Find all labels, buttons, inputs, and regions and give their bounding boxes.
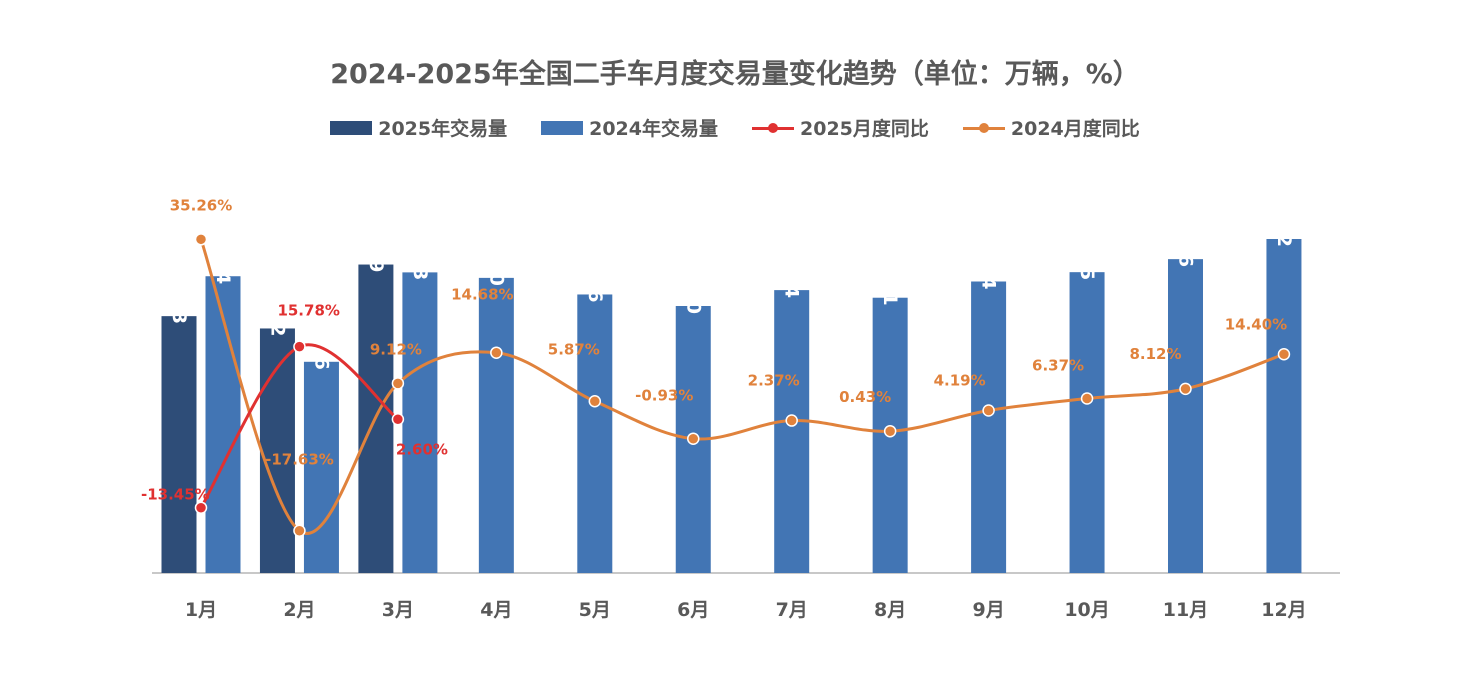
legend-label-2025-yoy: 2025月度同比 xyxy=(800,118,929,140)
point-2025-yoy xyxy=(391,413,405,426)
legend-item-2024-volume: 2024年交易量 xyxy=(541,114,718,141)
x-tick-label: 4月 xyxy=(480,599,512,621)
bar-2025 xyxy=(161,316,197,573)
point-2024-yoy xyxy=(687,432,700,445)
bar-2024-label: 156.61 xyxy=(879,232,901,305)
bar-2024 xyxy=(1069,272,1105,573)
legend-swatch-2025-yoy xyxy=(752,121,794,135)
legend-swatch-2024-volume xyxy=(541,120,584,135)
point-2024-yoy xyxy=(588,395,602,408)
legend-swatch-2025-volume xyxy=(330,120,373,135)
legend-item-2025-volume: 2025年交易量 xyxy=(330,114,507,141)
point-2024-yoy xyxy=(1277,348,1291,361)
bar-2024-label: 178.56 xyxy=(1175,194,1197,267)
legend-swatch-2024-yoy xyxy=(962,121,1005,135)
point-2024-yoy xyxy=(883,424,897,438)
chart-title: 2024-2025年全国二手车月度交易量变化趋势（单位：万辆，%） xyxy=(330,59,1140,90)
legend-label-2024-volume: 2024年交易量 xyxy=(589,118,718,140)
x-tick-label: 12月 xyxy=(1261,599,1306,621)
bar-2024 xyxy=(402,272,438,573)
legend-item-2025-yoy: 2025月度同比 xyxy=(752,114,929,141)
bar-2025-label: 175.49 xyxy=(365,199,387,272)
data-label-2024-yoy: 14.68% xyxy=(451,286,513,304)
data-label-2024-yoy: 6.37% xyxy=(1032,357,1084,375)
x-tick-label: 3月 xyxy=(382,599,414,621)
data-label-2024-yoy: 0.43% xyxy=(839,388,891,406)
bar-2024-label: 160.94 xyxy=(781,225,803,298)
data-label-2024-yoy: 8.12% xyxy=(1129,345,1181,363)
x-tick-label: 11月 xyxy=(1163,599,1208,621)
bar-2025-label: 146.13 xyxy=(168,251,190,324)
x-tick-label: 6月 xyxy=(677,599,709,621)
x-tick-label: 7月 xyxy=(776,599,808,621)
point-2024-yoy xyxy=(194,233,208,246)
bar-2024-label: 168.84 xyxy=(212,211,234,284)
x-tick-label: 9月 xyxy=(972,599,1004,621)
bar-2024 xyxy=(971,281,1007,573)
point-2024-yoy xyxy=(785,414,798,427)
data-label-2024-yoy: 5.87% xyxy=(548,340,600,358)
data-label-2024-yoy: -0.93% xyxy=(635,387,693,405)
bar-2024 xyxy=(577,294,613,573)
bar-2024-label: 190.02 xyxy=(1273,174,1295,247)
point-2024-yoy xyxy=(391,377,405,390)
legend-label-2025-volume: 2025年交易量 xyxy=(378,118,508,140)
point-2024-yoy xyxy=(982,404,995,417)
x-tick-label: 1月 xyxy=(185,599,217,621)
bar-2024-label: 165.84 xyxy=(978,216,1000,289)
bar-2024-label: 171.15 xyxy=(1076,207,1098,280)
bar-2024 xyxy=(478,277,514,573)
bar-2024-label: 158.46 xyxy=(584,229,606,302)
data-label-2024-yoy: 9.12% xyxy=(370,340,422,358)
bar-2024 xyxy=(1168,259,1203,573)
data-label-2025-yoy: 2.60% xyxy=(396,440,448,458)
point-2025-yoy xyxy=(293,340,306,353)
bar-2024 xyxy=(1266,239,1302,573)
point-2024-yoy xyxy=(1179,382,1192,396)
data-label-2024-yoy: 4.19% xyxy=(934,372,986,390)
legend: 2025年交易量 2024年交易量 2025月度同比 2024月度同比 xyxy=(0,114,1470,141)
point-2024-yoy xyxy=(490,346,503,359)
bar-2024 xyxy=(205,276,241,573)
data-label-2024-yoy: 35.26% xyxy=(170,196,232,214)
legend-item-2024-yoy: 2024月度同比 xyxy=(962,114,1140,141)
bar-2025-label: 139.12 xyxy=(266,263,288,336)
data-label-2024-yoy: 14.40% xyxy=(1225,315,1287,333)
bar-2024-label: 171.03 xyxy=(409,207,431,280)
x-tick-label: 10月 xyxy=(1064,599,1109,621)
x-tick-label: 2月 xyxy=(283,599,315,621)
legend-label-2024-yoy: 2024月度同比 xyxy=(1010,118,1140,140)
point-2024-yoy xyxy=(293,524,306,537)
bar-2024 xyxy=(774,290,810,573)
point-2025-yoy xyxy=(194,501,208,514)
data-label-2024-yoy: -17.63% xyxy=(265,451,334,469)
bar-2024-label: 151.90 xyxy=(682,241,704,314)
x-tick-label: 8月 xyxy=(874,599,906,621)
bar-2024 xyxy=(303,361,339,573)
data-label-2025-yoy: -13.45% xyxy=(141,486,210,504)
point-2024-yoy xyxy=(1080,392,1094,405)
bar-2024-label: 167.90 xyxy=(485,213,507,286)
data-label-2024-yoy: 2.37% xyxy=(748,372,800,390)
x-tick-label: 5月 xyxy=(579,599,611,621)
data-label-2025-yoy: 15.78% xyxy=(277,302,339,320)
